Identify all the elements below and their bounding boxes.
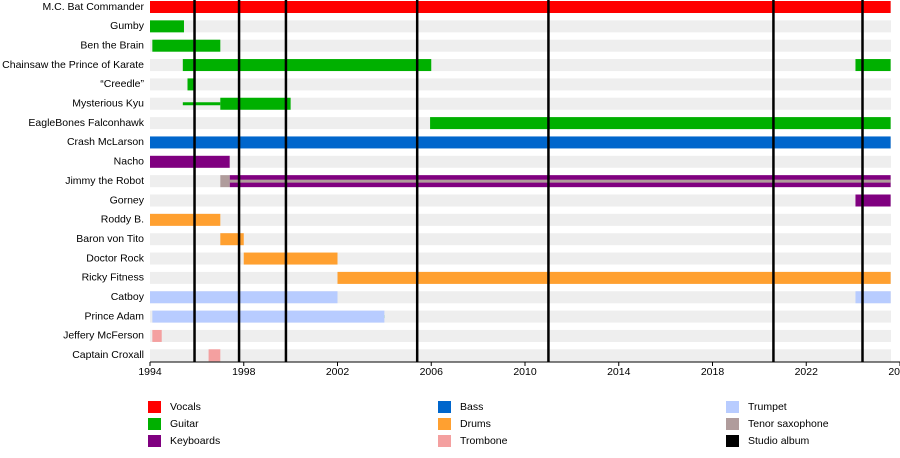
legend-swatch <box>148 435 161 447</box>
bar <box>182 102 221 106</box>
row-label: Catboy <box>111 291 145 303</box>
row-label: Doctor Rock <box>86 252 145 264</box>
x-tick-label: 1998 <box>232 366 256 378</box>
row-label: Roddy B. <box>101 214 144 226</box>
bar <box>855 291 891 304</box>
bar <box>243 252 338 265</box>
bar <box>855 194 891 207</box>
row-label: Crash McLarson <box>67 136 144 148</box>
bar <box>150 155 230 168</box>
bar <box>152 39 221 52</box>
bar <box>855 59 891 72</box>
row-label: Mysterious Kyu <box>72 98 144 110</box>
row-label: “Creedle” <box>100 78 144 90</box>
row-label: Gorney <box>110 194 145 206</box>
row-stripe <box>150 20 891 33</box>
bar <box>220 97 291 110</box>
bar <box>150 20 184 33</box>
bar <box>187 78 195 91</box>
x-tick-label: 2014 <box>607 366 631 378</box>
bar <box>220 175 230 188</box>
bar <box>430 117 891 130</box>
row-stripe <box>150 349 891 362</box>
row-stripe <box>150 252 891 265</box>
bar <box>150 291 338 304</box>
legend-label: Guitar <box>170 418 199 430</box>
row-stripe <box>150 329 891 342</box>
row-label: EagleBones Falconhawk <box>28 117 144 129</box>
row-label: Ricky Fitness <box>82 272 144 284</box>
row-stripe <box>150 78 891 91</box>
bar <box>229 179 891 183</box>
row-stripe <box>150 97 891 110</box>
legend-swatch <box>726 435 739 447</box>
bar <box>150 136 891 149</box>
row-label: Jeffery McFerson <box>63 330 144 342</box>
bar <box>150 1 891 13</box>
row-label: Captain Croxall <box>72 349 144 361</box>
row-stripe <box>150 155 891 168</box>
legend-swatch <box>726 401 739 413</box>
row-stripe <box>150 213 891 226</box>
legend-label: Vocals <box>170 401 201 413</box>
bar <box>182 59 432 72</box>
row-label: Baron von Tito <box>76 233 144 245</box>
legend-swatch <box>148 401 161 413</box>
x-tick-label: 2010 <box>513 366 537 378</box>
row-stripe <box>150 233 891 246</box>
legend-swatch <box>438 435 451 447</box>
x-tick-label: 2002 <box>326 366 350 378</box>
row-stripe <box>150 39 891 52</box>
bar <box>152 329 162 342</box>
bar <box>152 310 385 323</box>
legend-swatch <box>148 418 161 430</box>
legend-label: Trumpet <box>748 401 787 413</box>
row-label: Chainsaw the Prince of Karate <box>2 59 144 71</box>
x-tick-label: 2018 <box>701 366 725 378</box>
legend-label: Keyboards <box>170 435 220 447</box>
bar <box>208 349 221 362</box>
legend-label: Trombone <box>460 435 508 447</box>
legend-label: Drums <box>460 418 491 430</box>
x-tick-label: 1994 <box>138 366 162 378</box>
legend-label: Tenor saxophone <box>748 418 829 430</box>
row-label: Jimmy the Robot <box>65 175 144 187</box>
legend-label: Bass <box>460 401 483 413</box>
row-label: Prince Adam <box>84 310 144 322</box>
row-label: Nacho <box>114 156 145 168</box>
x-tick-label: 2026 <box>888 366 900 378</box>
row-label: M.C. Bat Commander <box>42 1 144 13</box>
legend-label: Studio album <box>748 435 810 447</box>
x-tick-label: 2006 <box>420 366 444 378</box>
row-label: Gumby <box>110 20 145 32</box>
legend-swatch <box>438 401 451 413</box>
bar <box>150 213 221 226</box>
legend-swatch <box>726 418 739 430</box>
x-tick-label: 2022 <box>795 366 819 378</box>
bar <box>337 271 891 284</box>
row-label: Ben the Brain <box>80 39 144 51</box>
row-stripe <box>150 194 891 207</box>
legend-swatch <box>438 418 451 430</box>
